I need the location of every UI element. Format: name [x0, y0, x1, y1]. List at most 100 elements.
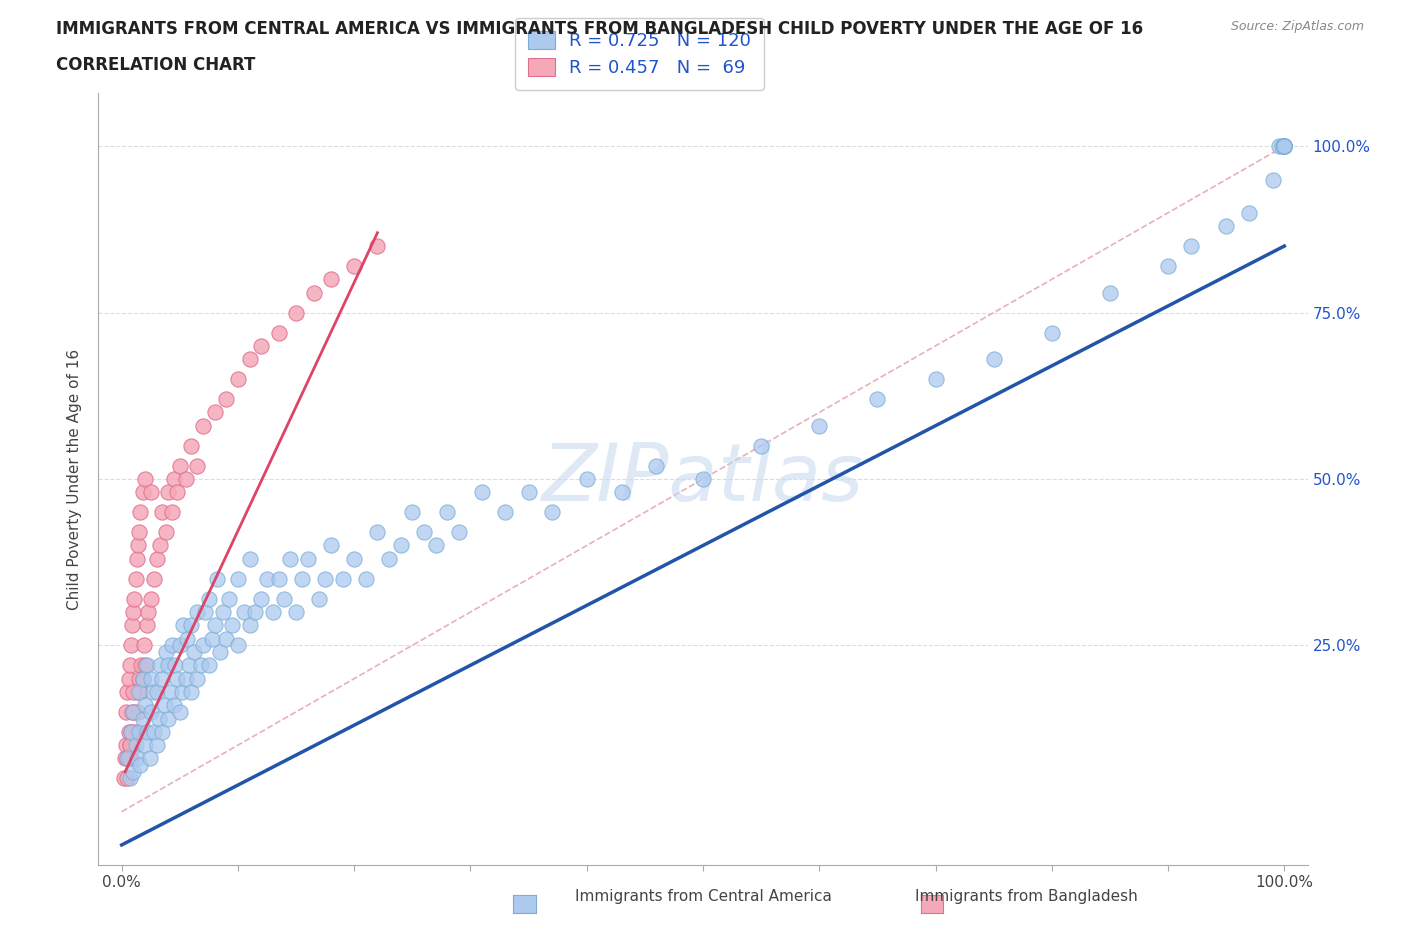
Point: [121, 704, 143, 719]
Point: [517, 485, 540, 499]
Point: [366, 525, 388, 539]
Point: [157, 711, 180, 726]
Point: [645, 458, 668, 473]
Point: [155, 644, 177, 659]
Point: [343, 551, 366, 566]
Point: [125, 551, 148, 566]
Point: [139, 704, 162, 719]
Point: [256, 571, 278, 586]
Point: [165, 658, 187, 672]
Point: [145, 737, 167, 752]
Point: [122, 684, 145, 699]
Point: [145, 684, 167, 699]
Point: [319, 538, 342, 553]
Point: [174, 472, 197, 486]
Point: [180, 684, 202, 699]
Point: [494, 505, 516, 520]
Point: [366, 239, 388, 254]
Point: [186, 604, 208, 619]
Point: [540, 505, 562, 520]
Point: [131, 485, 153, 499]
Point: [413, 525, 436, 539]
Point: [129, 684, 152, 699]
Point: [122, 704, 145, 719]
Point: [122, 764, 145, 779]
Point: [169, 638, 191, 653]
Point: [447, 525, 470, 539]
Point: [1272, 139, 1295, 153]
Point: [186, 458, 208, 473]
Point: [169, 458, 191, 473]
Point: [692, 472, 714, 486]
Point: [117, 684, 139, 699]
Point: [150, 505, 173, 520]
Point: [134, 737, 156, 752]
Point: [128, 684, 150, 699]
Point: [273, 591, 295, 606]
Point: [120, 751, 142, 766]
Point: [129, 505, 152, 520]
Point: [134, 472, 156, 486]
Point: [319, 272, 342, 286]
Point: [143, 724, 166, 739]
Point: [1157, 259, 1180, 273]
Point: [145, 551, 167, 566]
Point: [138, 751, 160, 766]
Point: [172, 684, 194, 699]
Point: [124, 591, 146, 606]
Point: [226, 638, 249, 653]
Point: [118, 724, 141, 739]
Point: [1272, 139, 1295, 153]
Point: [1272, 139, 1295, 153]
Point: [124, 704, 146, 719]
Point: [239, 551, 262, 566]
Point: [250, 339, 273, 353]
Point: [124, 724, 146, 739]
Point: [139, 485, 162, 499]
Point: [1180, 239, 1202, 254]
Point: [112, 771, 135, 786]
Point: [285, 305, 308, 320]
Point: [191, 418, 214, 433]
Point: [190, 658, 212, 672]
Point: [174, 671, 197, 686]
Point: [866, 392, 889, 406]
Point: [121, 724, 143, 739]
Text: Immigrants from Central America: Immigrants from Central America: [575, 889, 831, 904]
Point: [115, 737, 138, 752]
Point: [118, 751, 141, 766]
Point: [160, 505, 183, 520]
Point: [132, 638, 155, 653]
Point: [149, 538, 172, 553]
Point: [1040, 326, 1063, 340]
Point: [297, 551, 319, 566]
Point: [180, 618, 202, 632]
Point: [183, 644, 205, 659]
Point: [204, 618, 226, 632]
Point: [1272, 139, 1295, 153]
Point: [115, 704, 138, 719]
Point: [250, 591, 273, 606]
Point: [194, 604, 217, 619]
Point: [157, 658, 180, 672]
Point: [198, 658, 221, 672]
Point: [138, 604, 160, 619]
Point: [125, 684, 148, 699]
Point: [314, 571, 336, 586]
Text: IMMIGRANTS FROM CENTRAL AMERICA VS IMMIGRANTS FROM BANGLADESH CHILD POVERTY UNDE: IMMIGRANTS FROM CENTRAL AMERICA VS IMMIG…: [56, 20, 1143, 38]
Point: [1272, 139, 1295, 153]
Point: [332, 571, 354, 586]
Point: [131, 671, 153, 686]
Point: [148, 711, 170, 726]
Point: [239, 352, 262, 366]
Point: [267, 326, 290, 340]
Text: CORRELATION CHART: CORRELATION CHART: [56, 56, 256, 73]
Point: [401, 505, 423, 520]
Point: [179, 658, 201, 672]
Point: [118, 737, 141, 752]
Point: [436, 505, 458, 520]
Point: [1272, 139, 1295, 153]
Point: [134, 698, 156, 712]
Point: [610, 485, 633, 499]
Point: [198, 591, 221, 606]
